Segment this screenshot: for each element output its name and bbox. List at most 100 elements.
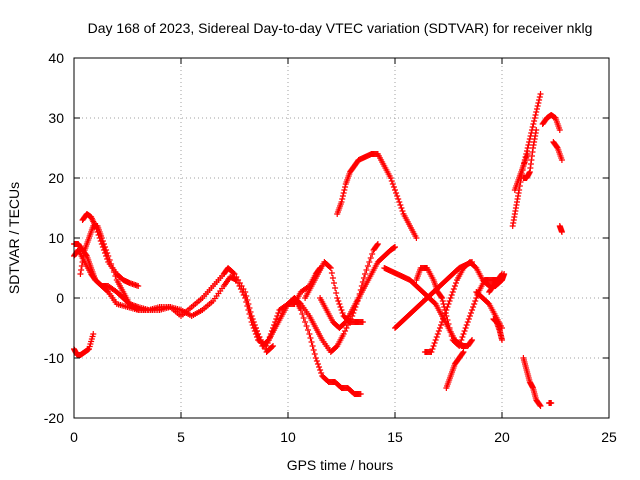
data-point-arc-13 — [450, 286, 457, 292]
data-point-arc-13 — [451, 283, 458, 289]
data-point-arc-3 — [247, 309, 254, 315]
data-point-arc-14 — [445, 321, 452, 327]
data-point-arc-13 — [449, 289, 456, 295]
data-point-arc-14 — [440, 301, 447, 307]
data-point-arc-13 — [447, 295, 454, 301]
data-point-arc-19 — [529, 124, 536, 130]
data-points — [71, 91, 565, 409]
data-point-arc-4 — [98, 241, 105, 247]
data-point-arc-6 — [312, 355, 319, 361]
data-point-arc-8 — [333, 290, 340, 296]
data-point-arc-6 — [255, 331, 262, 337]
data-point-arc-3 — [270, 343, 277, 349]
data-point-arc-19 — [536, 97, 543, 103]
data-point-arc-14 — [441, 304, 448, 310]
data-point-arc-14 — [463, 322, 470, 328]
data-point-arc-3 — [251, 322, 258, 328]
data-point-arc-3 — [249, 316, 256, 322]
data-point-arc-8 — [334, 295, 341, 301]
chart-title: Day 168 of 2023, Sidereal Day-to-day VTE… — [88, 20, 593, 36]
data-point-arc-8 — [337, 304, 344, 310]
data-point-arc-19 — [525, 142, 532, 148]
data-point-arc-8 — [335, 298, 342, 304]
data-point-arc-4 — [135, 283, 142, 289]
y-tick-label: -10 — [44, 350, 64, 366]
data-point-arc-14 — [458, 337, 465, 343]
data-point-arc-8 — [336, 301, 343, 307]
data-point-arc-6 — [317, 367, 324, 373]
data-point-arc-14 — [447, 329, 454, 335]
data-point-arc-14 — [456, 343, 463, 349]
data-point-arc-23 — [556, 127, 563, 133]
data-point-arc-19 — [535, 100, 542, 106]
data-point-arc-6 — [256, 334, 263, 340]
data-point-arc-7 — [374, 242, 381, 248]
data-point-arc-10 — [397, 202, 404, 208]
data-point-arc-6 — [252, 325, 259, 331]
data-point-arc-7 — [369, 251, 376, 257]
data-point-arc-19 — [531, 115, 538, 121]
x-tick-label: 15 — [387, 429, 403, 445]
data-point-arc-6 — [311, 351, 318, 357]
x-tick-label: 20 — [494, 429, 510, 445]
data-point-arc-14 — [442, 310, 449, 316]
data-point-arc-7 — [374, 241, 381, 247]
data-point-arc-13 — [440, 316, 447, 322]
data-point-arc-14 — [464, 319, 471, 325]
data-point-arc-7 — [366, 259, 373, 265]
data-point-arc-3 — [248, 313, 255, 319]
data-point-arc-19 — [537, 91, 544, 97]
y-tick-label: 10 — [48, 230, 64, 246]
data-point-arc-7 — [362, 271, 369, 277]
data-point-arc-14 — [467, 310, 474, 316]
data-point-arc-14 — [465, 316, 472, 322]
data-point-arc-6 — [309, 343, 316, 349]
data-point-arc-6 — [303, 323, 310, 329]
data-point-arc-14 — [470, 304, 477, 310]
data-point-arc-20 — [524, 151, 531, 157]
data-point-arc-10 — [394, 193, 401, 199]
data-point-arc-10 — [390, 184, 397, 190]
data-point-arc-12 — [469, 337, 476, 343]
data-point-arc-4 — [94, 229, 101, 235]
x-tick-label: 5 — [177, 429, 185, 445]
data-point-arc-6 — [308, 339, 315, 345]
data-point-arc-19 — [534, 103, 541, 109]
data-point-arc-14 — [444, 317, 451, 323]
data-point-arc-4 — [95, 232, 102, 238]
y-tick-label: -20 — [44, 410, 64, 426]
data-point-arc-14 — [439, 298, 446, 304]
data-point-arc-10 — [388, 178, 395, 184]
data-point-arc-3 — [244, 297, 251, 303]
data-point-arc-6 — [313, 358, 320, 364]
data-point-arc-8 — [327, 265, 334, 271]
data-point-arc-9 — [392, 244, 398, 250]
data-point-arc-6 — [318, 370, 325, 376]
data-point-arc-13 — [432, 337, 439, 343]
data-point-arc-14 — [446, 325, 453, 331]
data-point-arc-14 — [457, 340, 464, 346]
data-point-arc-6 — [304, 327, 311, 333]
data-point-arc-13 — [439, 319, 446, 325]
data-point-arc-13 — [431, 340, 438, 346]
data-point-arc-3 — [79, 259, 86, 265]
data-point-arc-18 — [499, 337, 505, 343]
data-point-arc-3 — [77, 271, 84, 277]
x-tick-label: 0 — [70, 429, 78, 445]
data-point-arc-10 — [392, 187, 398, 193]
data-point-arc-6 — [253, 328, 260, 334]
data-point-arc-10 — [340, 190, 347, 196]
data-point-arc-10 — [398, 205, 405, 211]
data-point-arc-14 — [459, 334, 466, 340]
data-point-arc-4 — [96, 235, 103, 241]
data-point-arc-14 — [448, 333, 455, 339]
data-point-arc-8 — [329, 275, 336, 281]
data-point-arc-3 — [246, 305, 253, 311]
data-point-arc-17 — [501, 271, 508, 277]
data-point-arc-7 — [360, 275, 367, 281]
data-point-arc-14 — [473, 295, 480, 301]
data-point-arc-6 — [300, 315, 307, 321]
y-tick-label: 0 — [56, 290, 64, 306]
data-point-arc-14 — [466, 313, 473, 319]
